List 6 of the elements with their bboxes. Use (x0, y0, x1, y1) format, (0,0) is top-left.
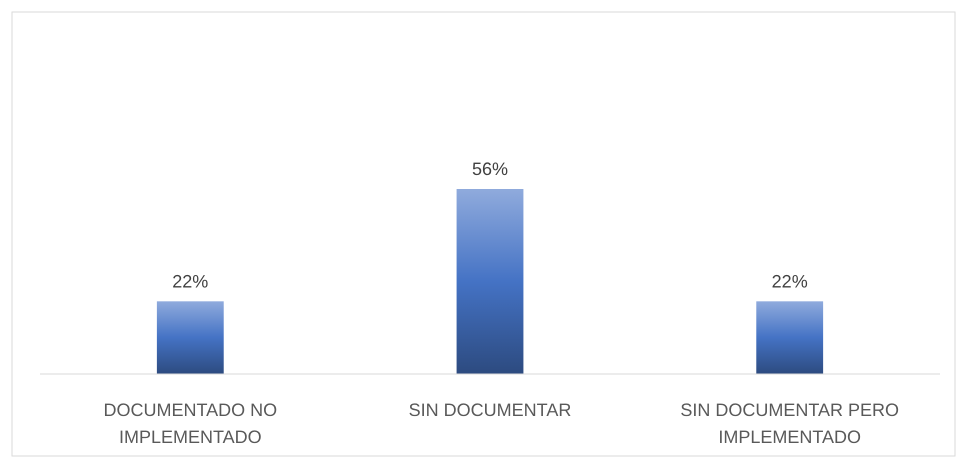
x-tick-label: SIN DOCUMENTAR PERO IMPLEMENTADO (680, 400, 900, 447)
data-label: 22% (172, 271, 208, 292)
data-label: 22% (772, 271, 808, 292)
x-tick-label: SIN DOCUMENTAR (408, 400, 572, 420)
data-label: 56% (472, 159, 508, 179)
x-tick-label: DOCUMENTADO NO IMPLEMENTADO (103, 400, 278, 447)
